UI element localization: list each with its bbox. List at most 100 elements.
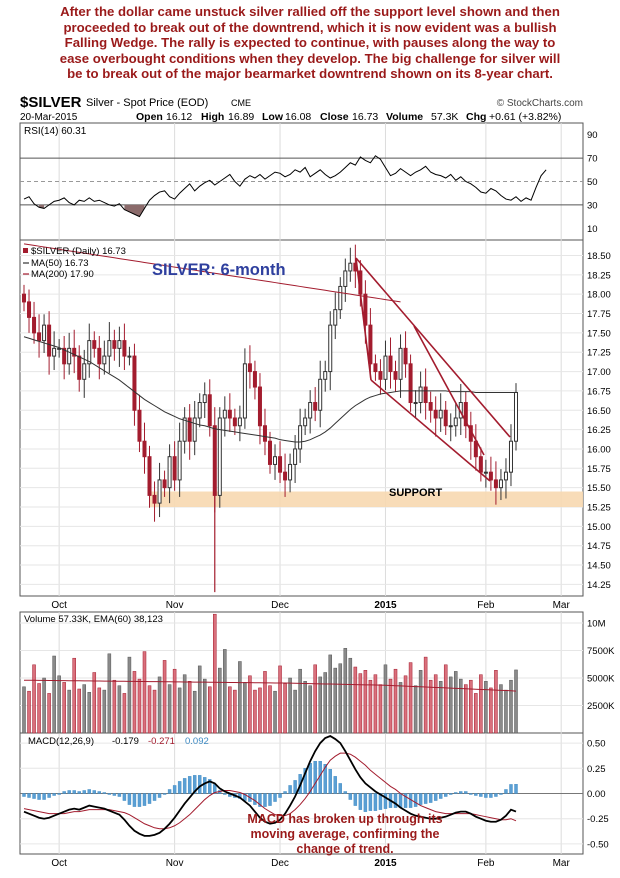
macd-histogram-bar [438, 793, 443, 799]
candle-body [313, 402, 318, 411]
volume-panel: 2500K 5000K 7500K 10M [22, 613, 615, 734]
volume-bar [42, 677, 46, 734]
macd-histogram-bar [157, 793, 162, 798]
volume-bar [499, 684, 503, 734]
macd-histogram-bar [152, 793, 157, 801]
legend-swatch-price [23, 248, 28, 253]
macd-histogram-bar [313, 761, 317, 794]
chg-label: Chg [466, 111, 486, 123]
ma200-line [23, 243, 401, 303]
candle-body [77, 355, 82, 380]
candle-body [328, 324, 333, 373]
macd-histogram-bar [37, 793, 41, 800]
volume-bar [484, 681, 488, 734]
volume-bar [162, 660, 167, 734]
macd-histogram-bar [32, 793, 36, 799]
macd-note-line: MACD has broken up through its [247, 812, 442, 826]
volume-bar [142, 651, 147, 734]
legend-ma50: MA(50) 16.73 [31, 258, 89, 269]
candle-body [67, 347, 72, 365]
volume-bar [72, 657, 76, 734]
macd-histogram-bar [514, 784, 518, 794]
macd-line [23, 735, 517, 837]
macd-histogram-bar [167, 789, 172, 794]
candle-body [132, 355, 137, 411]
volume-bar [303, 681, 307, 734]
commentary-line: ease overbought conditions when they dev… [59, 50, 561, 66]
candle-body [483, 471, 488, 474]
volume-bar [363, 670, 368, 734]
volume-bar [238, 661, 242, 734]
price-tick-label: 14.25 [587, 580, 611, 591]
volume-bar [32, 664, 36, 734]
volume-bar [474, 693, 478, 734]
volume-bar [428, 679, 433, 734]
rsi-tick-label: 30 [587, 200, 598, 211]
price-tick-label: 17.00 [587, 367, 611, 378]
candle-body [37, 332, 42, 342]
volume-bar [358, 673, 363, 734]
chg-value: +0.61 (+3.82%) [489, 111, 561, 123]
volume-bar [328, 654, 333, 734]
macd-legend-hist: 0.092 [185, 736, 209, 747]
volume-bar [353, 666, 358, 734]
macd-histogram-bar [263, 793, 267, 807]
macd-histogram-bar [368, 793, 373, 811]
candle-body [513, 391, 519, 442]
macd-histogram-bar [459, 791, 463, 794]
volume-bar [413, 685, 418, 734]
macd-histogram-bar [47, 793, 51, 798]
volume-legend: Volume 57.33K, EMA(60) 38,123 [24, 614, 163, 625]
macd-tick-label: -0.50 [587, 839, 609, 850]
chart-symbol: $SILVER [20, 94, 82, 111]
volume-bar [172, 668, 177, 734]
x-tick-label: Mar [553, 858, 571, 869]
macd-tick-label: 0.50 [587, 739, 606, 750]
volume-bar [67, 689, 71, 734]
candle-body [408, 363, 413, 404]
volume-bar [308, 685, 312, 734]
macd-tick-label: 0.25 [587, 764, 606, 775]
volume-bar [268, 685, 272, 734]
x-tick-label: Oct [51, 600, 67, 611]
price-tick-label: 16.25 [587, 425, 611, 436]
close-label: Close [320, 111, 349, 123]
x-tick-label: Feb [477, 858, 495, 869]
candle-body [453, 417, 458, 427]
candle-body [192, 417, 197, 442]
candle-body [42, 324, 47, 342]
candle-body [227, 409, 232, 419]
macd-histogram-bar [353, 793, 358, 806]
volume-bar [77, 688, 81, 734]
volume-bar [388, 678, 393, 734]
open-label: Open [136, 111, 163, 123]
volume-bar [373, 674, 378, 734]
x-tick-label: Dec [271, 858, 289, 869]
macd-histogram-bar [258, 793, 262, 807]
macd-histogram-bar [328, 769, 332, 794]
candle-body [177, 440, 182, 481]
candle-body [52, 347, 57, 357]
rsi-legend: RSI(14) 60.31 [24, 126, 87, 137]
volume-bar [248, 675, 252, 734]
macd-histogram-bar [398, 793, 403, 808]
x-tick-label: Mar [553, 600, 571, 611]
candle-body [92, 340, 97, 349]
candle-body [212, 425, 217, 496]
chart-description: Silver - Spot Price (EOD) [86, 97, 208, 109]
candle-body [21, 293, 27, 303]
candle-body [207, 394, 212, 427]
candle-body [448, 425, 453, 428]
candle-body [308, 402, 313, 419]
volume-bar [338, 663, 343, 734]
commentary-line: After the dollar came unstuck silver ral… [60, 4, 560, 19]
macd-histogram-bar [273, 793, 277, 802]
volume-bar [418, 670, 423, 734]
candle-body [107, 340, 112, 357]
macd-histogram-bar [162, 793, 167, 795]
legend-ma200: MA(200) 17.90 [31, 269, 94, 280]
volume-bar [243, 682, 247, 734]
macd-histogram-bar [413, 793, 418, 807]
macd-annotation: MACD has broken up through its moving av… [247, 812, 442, 856]
